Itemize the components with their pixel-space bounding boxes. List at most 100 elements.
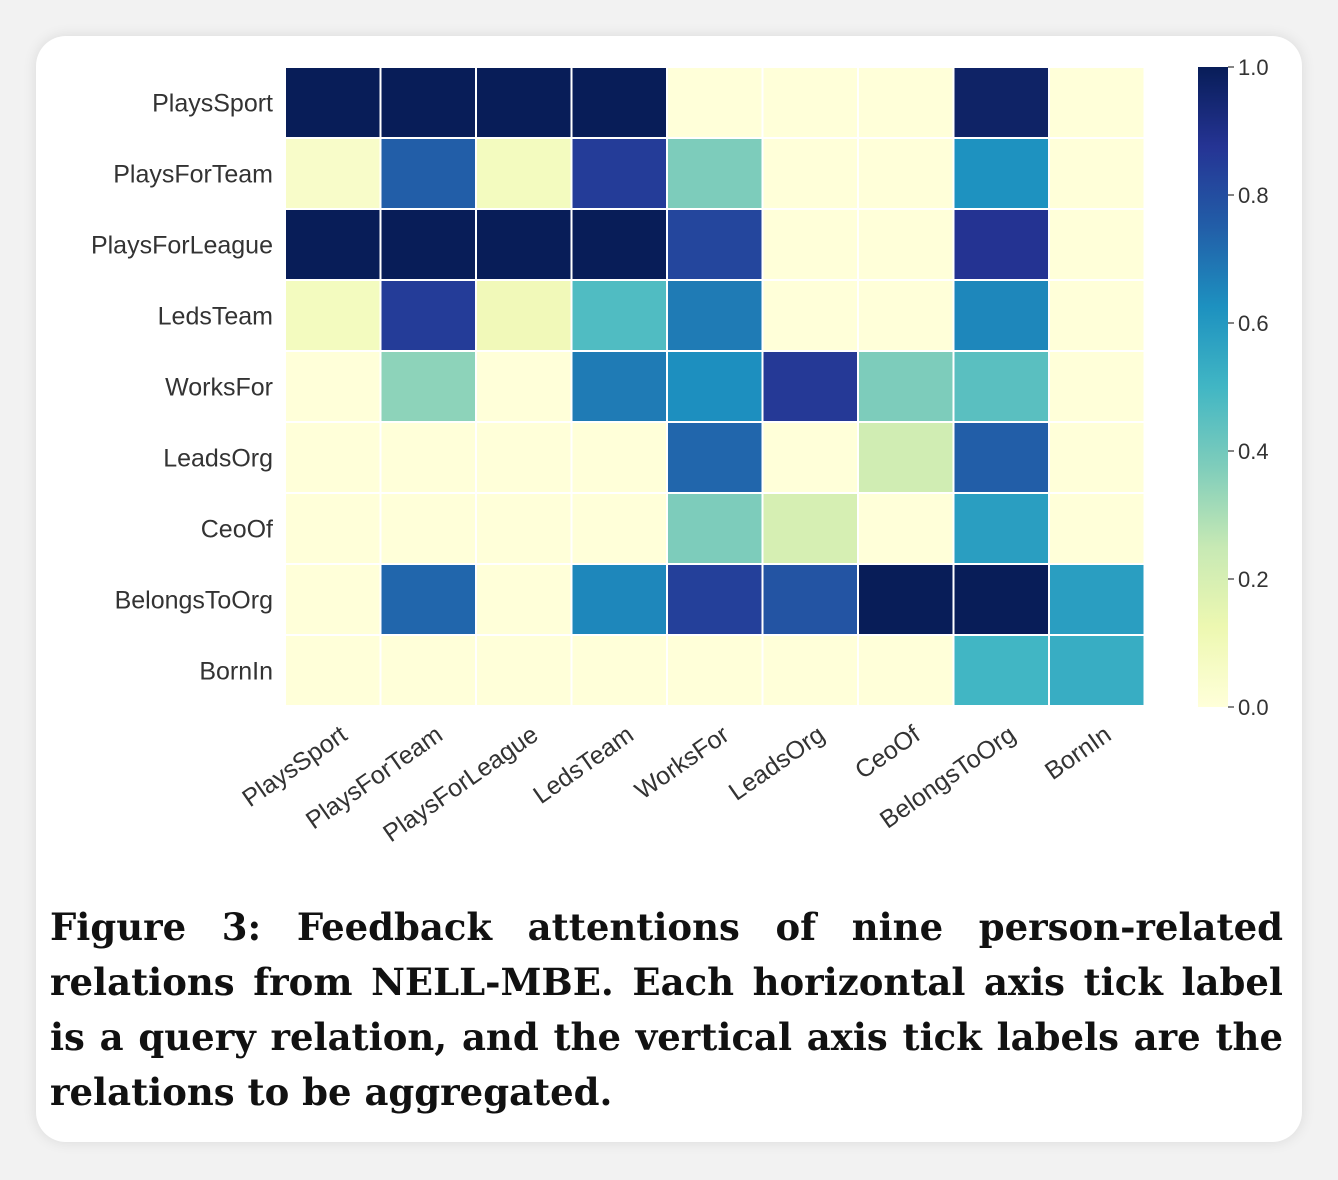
heatmap-cell-plays-for-team-leads-org bbox=[761, 137, 859, 210]
heatmap-cell-plays-for-team-belongs-to-org bbox=[952, 137, 1050, 210]
heatmap-cells bbox=[284, 66, 1146, 707]
heatmap-cell-plays-for-league-plays-for-league bbox=[475, 208, 573, 281]
heatmap-cell-belongs-to-org-leds-team bbox=[570, 563, 668, 636]
heatmap-cell-belongs-to-org-works-for bbox=[666, 563, 764, 636]
heatmap-cell-leds-team-plays-for-team bbox=[379, 279, 477, 352]
heatmap-cell-born-in-born-in bbox=[1048, 634, 1146, 707]
heatmap-cell-born-in-plays-for-league bbox=[475, 634, 573, 707]
heatmap-cell-works-for-leds-team bbox=[570, 350, 668, 423]
heatmap-cell-plays-for-league-born-in bbox=[1048, 208, 1146, 281]
heatmap-cell-born-in-leds-team bbox=[570, 634, 668, 707]
x-tick-label-ceo-of: CeoOf bbox=[850, 720, 925, 784]
heatmap-cell-works-for-plays-for-league bbox=[475, 350, 573, 423]
heatmap-chart: PlaysSport PlaysForTeam PlaysForLeague Leds… bbox=[91, 55, 1269, 848]
heatmap-cell-born-in-ceo-of bbox=[857, 634, 955, 707]
figure-caption: Figure 3: Feedback attentions of nine pe… bbox=[50, 905, 1283, 1114]
colorbar-gradient bbox=[1198, 67, 1228, 707]
x-tick-label-works-for: WorksFor bbox=[630, 720, 734, 805]
heatmap-cell-belongs-to-org-plays-for-team bbox=[379, 563, 477, 636]
heatmap-cell-belongs-to-org-ceo-of bbox=[857, 563, 955, 636]
heatmap-cell-leads-org-ceo-of bbox=[857, 421, 955, 494]
heatmap-cell-plays-for-team-born-in bbox=[1048, 137, 1146, 210]
heatmap-cell-works-for-ceo-of bbox=[857, 350, 955, 423]
heatmap-cell-born-in-leads-org bbox=[761, 634, 859, 707]
y-tick-label-plays-for-league: PlaysForLeague bbox=[91, 232, 273, 260]
heatmap-cell-plays-sport-works-for bbox=[666, 66, 764, 139]
heatmap-cell-plays-for-league-ceo-of bbox=[857, 208, 955, 281]
heatmap-cell-belongs-to-org-leads-org bbox=[761, 563, 859, 636]
heatmap-cell-plays-sport-plays-sport bbox=[284, 66, 382, 139]
heatmap-cell-leads-org-plays-for-league bbox=[475, 421, 573, 494]
y-tick-label-works-for: WorksFor bbox=[165, 374, 273, 402]
heatmap-cell-plays-for-team-plays-sport bbox=[284, 137, 382, 210]
heatmap-cell-plays-for-team-ceo-of bbox=[857, 137, 955, 210]
colorbar-tick-label-0-0: 0.0 bbox=[1238, 695, 1269, 720]
heatmap-cell-plays-for-team-plays-for-league bbox=[475, 137, 573, 210]
heatmap-cell-leds-team-ceo-of bbox=[857, 279, 955, 352]
heatmap-cell-leads-org-leads-org bbox=[761, 421, 859, 494]
heatmap-cell-plays-for-league-works-for bbox=[666, 208, 764, 281]
heatmap-cell-works-for-plays-for-team bbox=[379, 350, 477, 423]
heatmap-cell-leds-team-leds-team bbox=[570, 279, 668, 352]
heatmap-cell-ceo-of-plays-for-league bbox=[475, 492, 573, 565]
y-tick-label-leds-team: LedsTeam bbox=[158, 303, 273, 331]
heatmap-cell-leds-team-plays-for-league bbox=[475, 279, 573, 352]
heatmap-cell-leads-org-works-for bbox=[666, 421, 764, 494]
heatmap-cell-ceo-of-ceo-of bbox=[857, 492, 955, 565]
heatmap-cell-belongs-to-org-plays-sport bbox=[284, 563, 382, 636]
heatmap-cell-ceo-of-works-for bbox=[666, 492, 764, 565]
heatmap-cell-works-for-born-in bbox=[1048, 350, 1146, 423]
heatmap-cell-plays-for-team-plays-for-team bbox=[379, 137, 477, 210]
heatmap-cell-ceo-of-plays-sport bbox=[284, 492, 382, 565]
heatmap-cell-leads-org-leds-team bbox=[570, 421, 668, 494]
colorbar-tick-label-0-4: 0.4 bbox=[1238, 439, 1269, 464]
heatmap-cell-belongs-to-org-born-in bbox=[1048, 563, 1146, 636]
heatmap-cell-belongs-to-org-plays-for-league bbox=[475, 563, 573, 636]
heatmap-cell-born-in-plays-for-team bbox=[379, 634, 477, 707]
heatmap-cell-plays-for-league-belongs-to-org bbox=[952, 208, 1050, 281]
heatmap-cell-plays-for-team-works-for bbox=[666, 137, 764, 210]
heatmap-cell-leds-team-born-in bbox=[1048, 279, 1146, 352]
colorbar-tick-label-0-8: 0.8 bbox=[1238, 183, 1269, 208]
x-tick-label-leds-team: LedsTeam bbox=[528, 720, 639, 809]
heatmap-cell-ceo-of-born-in bbox=[1048, 492, 1146, 565]
colorbar-ticks: 0.0 0.2 0.4 0.6 0.8 1.0 bbox=[1228, 55, 1269, 720]
heatmap-cell-ceo-of-leds-team bbox=[570, 492, 668, 565]
heatmap-cell-plays-sport-leads-org bbox=[761, 66, 859, 139]
heatmap-cell-leads-org-plays-for-team bbox=[379, 421, 477, 494]
x-tick-label-born-in: BornIn bbox=[1040, 720, 1116, 785]
heatmap-cell-belongs-to-org-belongs-to-org bbox=[952, 563, 1050, 636]
y-tick-label-ceo-of: CeoOf bbox=[201, 516, 273, 544]
heatmap-cell-plays-for-team-leds-team bbox=[570, 137, 668, 210]
heatmap-cell-leds-team-works-for bbox=[666, 279, 764, 352]
heatmap-cell-plays-sport-born-in bbox=[1048, 66, 1146, 139]
heatmap-cell-born-in-belongs-to-org bbox=[952, 634, 1050, 707]
y-axis-tick-labels: PlaysSport PlaysForTeam PlaysForLeague Leds… bbox=[91, 90, 273, 686]
colorbar: 0.0 0.2 0.4 0.6 0.8 1.0 bbox=[1198, 55, 1269, 720]
y-tick-label-born-in: BornIn bbox=[199, 658, 273, 686]
heatmap-cell-leads-org-born-in bbox=[1048, 421, 1146, 494]
heatmap-cell-plays-sport-plays-for-league bbox=[475, 66, 573, 139]
heatmap-cell-plays-for-league-leds-team bbox=[570, 208, 668, 281]
x-tick-label-leads-org: LeadsOrg bbox=[724, 720, 830, 806]
heatmap-cell-leads-org-belongs-to-org bbox=[952, 421, 1050, 494]
heatmap-cell-works-for-belongs-to-org bbox=[952, 350, 1050, 423]
heatmap-cell-ceo-of-belongs-to-org bbox=[952, 492, 1050, 565]
heatmap-cell-leads-org-plays-sport bbox=[284, 421, 382, 494]
heatmap-cell-born-in-plays-sport bbox=[284, 634, 382, 707]
heatmap-cell-plays-sport-ceo-of bbox=[857, 66, 955, 139]
heatmap-cell-leds-team-belongs-to-org bbox=[952, 279, 1050, 352]
colorbar-tick-label-0-2: 0.2 bbox=[1238, 567, 1269, 592]
colorbar-tick-label-0-6: 0.6 bbox=[1238, 311, 1269, 336]
heatmap-cell-plays-sport-belongs-to-org bbox=[952, 66, 1050, 139]
heatmap-cell-leds-team-leads-org bbox=[761, 279, 859, 352]
heatmap-cell-works-for-works-for bbox=[666, 350, 764, 423]
heatmap-cell-plays-for-league-leads-org bbox=[761, 208, 859, 281]
y-tick-label-leads-org: LeadsOrg bbox=[163, 445, 273, 473]
x-axis-tick-labels: PlaysSportPlaysForTeamPlaysForLeagueLeds… bbox=[237, 720, 1116, 847]
heatmap-cell-leds-team-plays-sport bbox=[284, 279, 382, 352]
colorbar-tick-label-1-0: 1.0 bbox=[1238, 55, 1269, 80]
heatmap-cell-plays-for-league-plays-sport bbox=[284, 208, 382, 281]
y-tick-label-plays-sport: PlaysSport bbox=[152, 90, 273, 118]
heatmap-cell-works-for-leads-org bbox=[761, 350, 859, 423]
